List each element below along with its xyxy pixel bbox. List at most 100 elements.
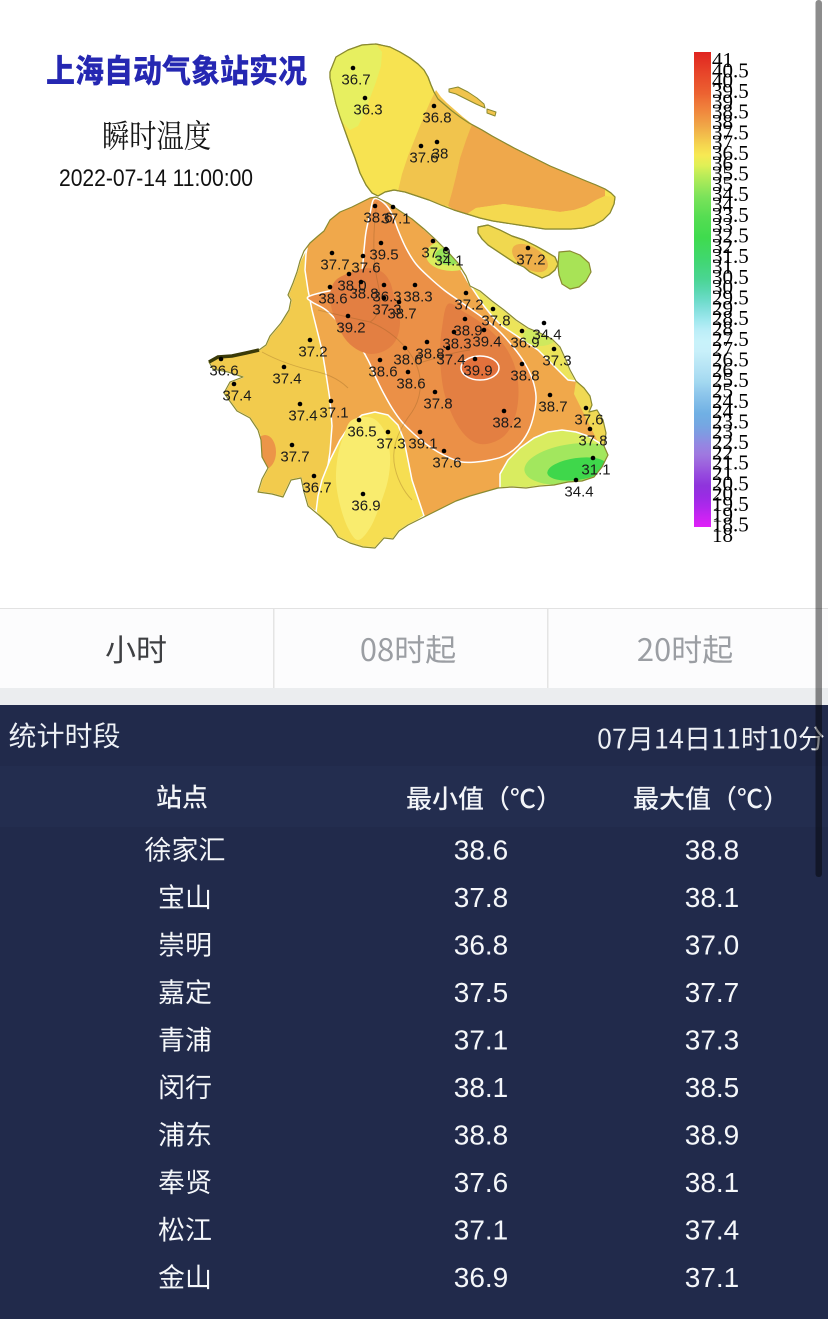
svg-text:34.1: 34.1 — [434, 252, 463, 269]
svg-text:36.6: 36.6 — [209, 362, 238, 379]
svg-text:37.7: 37.7 — [320, 256, 349, 273]
svg-text:36.5: 36.5 — [712, 141, 749, 165]
svg-text:38.8: 38.8 — [454, 1120, 509, 1151]
svg-text:25.5: 25.5 — [712, 368, 749, 392]
svg-text:40: 40 — [712, 69, 733, 93]
svg-text:24.5: 24.5 — [712, 389, 749, 413]
svg-text:39.1: 39.1 — [408, 435, 437, 452]
svg-text:37.3: 37.3 — [372, 301, 401, 318]
svg-text:38.6: 38.6 — [454, 835, 509, 866]
svg-text:31: 31 — [712, 255, 733, 279]
svg-text:38.3: 38.3 — [403, 288, 432, 305]
svg-text:38: 38 — [432, 145, 449, 162]
svg-text:36.9: 36.9 — [510, 334, 539, 351]
svg-text:38.5: 38.5 — [685, 1072, 740, 1103]
svg-text:36.3: 36.3 — [353, 101, 382, 118]
svg-text:38.7: 38.7 — [538, 398, 567, 415]
svg-text:36.5: 36.5 — [347, 423, 376, 440]
svg-text:30.5: 30.5 — [712, 265, 749, 289]
svg-text:37.1: 37.1 — [454, 1215, 509, 1246]
svg-text:39.4: 39.4 — [472, 333, 501, 350]
svg-text:27: 27 — [712, 337, 733, 361]
svg-text:37.4: 37.4 — [685, 1215, 740, 1246]
svg-text:39.9: 39.9 — [463, 362, 492, 379]
svg-text:37.1: 37.1 — [685, 1262, 740, 1293]
svg-text:37.8: 37.8 — [423, 395, 452, 412]
svg-text:37: 37 — [712, 131, 733, 155]
svg-text:38.8: 38.8 — [349, 285, 378, 302]
svg-text:25: 25 — [712, 378, 733, 402]
svg-text:37.2: 37.2 — [298, 343, 327, 360]
svg-text:21: 21 — [712, 461, 733, 485]
svg-text:18.5: 18.5 — [712, 513, 749, 537]
svg-text:22: 22 — [712, 440, 733, 464]
svg-text:38.2: 38.2 — [492, 414, 521, 431]
svg-text:2022-07-14 11:00:00: 2022-07-14 11:00:00 — [59, 165, 253, 192]
svg-text:37.7: 37.7 — [685, 977, 740, 1008]
svg-text:38.7: 38.7 — [387, 305, 416, 322]
svg-text:39: 39 — [712, 89, 733, 113]
svg-text:29.5: 29.5 — [712, 286, 749, 310]
svg-text:22.5: 22.5 — [712, 430, 749, 454]
svg-text:37.0: 37.0 — [685, 930, 740, 961]
svg-text:26: 26 — [712, 358, 733, 382]
svg-text:37.6: 37.6 — [574, 411, 603, 428]
svg-text:37.3: 37.3 — [542, 352, 571, 369]
svg-text:39.2: 39.2 — [336, 319, 365, 336]
svg-text:37.3: 37.3 — [376, 435, 405, 452]
svg-text:34.5: 34.5 — [712, 182, 749, 206]
svg-text:37.4: 37.4 — [436, 351, 465, 368]
svg-text:33.5: 33.5 — [712, 203, 749, 227]
svg-text:37.5: 37.5 — [454, 977, 509, 1008]
svg-text:31.1: 31.1 — [581, 461, 610, 478]
svg-text:36.7: 36.7 — [341, 71, 370, 88]
svg-text:37.6: 37.6 — [351, 259, 380, 276]
svg-text:28.5: 28.5 — [712, 306, 749, 330]
svg-text:36.3: 36.3 — [372, 288, 401, 305]
svg-text:37.3: 37.3 — [685, 1025, 740, 1056]
svg-text:36.7: 36.7 — [302, 479, 331, 496]
svg-text:30: 30 — [712, 275, 733, 299]
svg-text:38.9: 38.9 — [453, 322, 482, 339]
svg-text:20.5: 20.5 — [712, 471, 749, 495]
svg-text:38.8: 38.8 — [685, 835, 740, 866]
svg-text:38.6: 38.6 — [396, 375, 425, 392]
svg-text:37.6: 37.6 — [409, 149, 438, 166]
svg-text:19.5: 19.5 — [712, 492, 749, 516]
svg-text:33: 33 — [712, 213, 733, 237]
svg-text:38.1: 38.1 — [454, 1072, 509, 1103]
svg-text:38.6: 38.6 — [393, 351, 422, 368]
svg-text:37.4: 37.4 — [272, 370, 301, 387]
svg-text:34.4: 34.4 — [532, 326, 561, 343]
svg-text:38.6: 38.6 — [363, 209, 392, 226]
svg-text:38.9: 38.9 — [685, 1120, 740, 1151]
svg-text:37.2: 37.2 — [454, 296, 483, 313]
svg-text:37.1: 37.1 — [381, 210, 410, 227]
svg-text:38.8: 38.8 — [510, 367, 539, 384]
svg-text:31.5: 31.5 — [712, 244, 749, 268]
svg-text:38.1: 38.1 — [685, 882, 740, 913]
svg-text:29: 29 — [712, 296, 733, 320]
svg-text:37.4: 37.4 — [222, 387, 251, 404]
svg-text:20: 20 — [712, 482, 733, 506]
svg-text:36: 36 — [712, 151, 733, 175]
svg-text:37.6: 37.6 — [432, 454, 461, 471]
svg-text:36.9: 36.9 — [454, 1262, 509, 1293]
svg-text:21.5: 21.5 — [712, 451, 749, 475]
svg-text:36.8: 36.8 — [454, 930, 509, 961]
svg-text:27.5: 27.5 — [712, 327, 749, 351]
svg-text:39.5: 39.5 — [369, 246, 398, 263]
svg-text:37.4: 37.4 — [288, 407, 317, 424]
svg-text:19: 19 — [712, 502, 733, 526]
svg-text:38.1: 38.1 — [685, 1167, 740, 1198]
svg-text:37.9: 37.9 — [421, 244, 450, 261]
svg-text:38.6: 38.6 — [368, 363, 397, 380]
svg-text:23: 23 — [712, 420, 733, 444]
svg-text:32.5: 32.5 — [712, 224, 749, 248]
svg-text:37.1: 37.1 — [454, 1025, 509, 1056]
svg-text:37.8: 37.8 — [454, 882, 509, 913]
svg-text:37.7: 37.7 — [280, 448, 309, 465]
svg-text:34: 34 — [712, 193, 734, 217]
svg-text:26.5: 26.5 — [712, 348, 749, 372]
svg-text:36.9: 36.9 — [351, 497, 380, 514]
